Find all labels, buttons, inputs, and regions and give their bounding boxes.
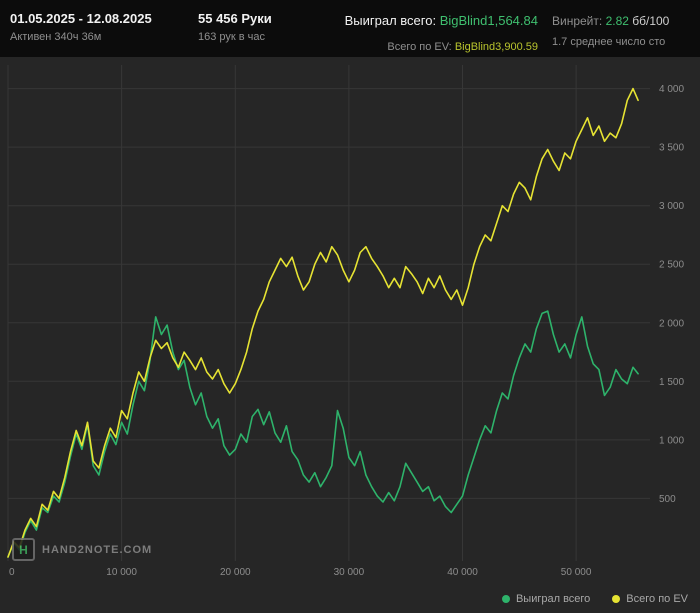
date-range-block: 01.05.2025 - 12.08.2025 Активен 340ч 36м	[10, 9, 198, 46]
svg-text:3 500: 3 500	[659, 143, 684, 154]
hands-block: 55 456 Руки 163 рук в час	[198, 9, 310, 46]
svg-text:1 000: 1 000	[659, 435, 684, 446]
svg-text:4 000: 4 000	[659, 84, 684, 95]
legend-dot-ev	[612, 595, 621, 603]
svg-text:40 000: 40 000	[447, 567, 478, 578]
hand2note-logo-text: HAND2NOTE.COM	[42, 543, 153, 556]
chart-area: 0 10 000 20 000 30 000 40 000 50 000 500 1 000 1…	[0, 57, 700, 613]
won-total-value: BigBlind1,564.84	[439, 13, 538, 28]
stats-header: 01.05.2025 - 12.08.2025 Активен 340ч 36м…	[0, 0, 700, 57]
winnings-line-chart[interactable]: 0 10 000 20 000 30 000 40 000 50 000 500 1 000 1…	[0, 57, 700, 613]
winrate-line: Винрейт: 2.82 бб/100	[552, 9, 690, 34]
winrate-value: 2.82	[605, 14, 629, 28]
svg-text:1 500: 1 500	[659, 377, 684, 388]
winrate-block: Винрейт: 2.82 бб/100 1.7 среднее число с…	[552, 9, 690, 51]
date-range: 01.05.2025 - 12.08.2025	[10, 11, 152, 26]
winnings-block: Выиграл всего: BigBlind1,564.84 Всего по…	[310, 9, 548, 57]
winrate-unit: бб/100	[628, 14, 670, 28]
hands-total: 55 456 Руки	[198, 11, 272, 26]
won-total-line: Выиграл всего: BigBlind1,564.84	[310, 9, 538, 34]
hand2note-logo-icon: H	[12, 538, 35, 561]
svg-text:0: 0	[9, 567, 15, 578]
legend-item-ev[interactable]: Всего по EV	[612, 593, 688, 605]
svg-text:3 000: 3 000	[659, 201, 684, 212]
chart-legend: Выиграл всего Всего по EV	[501, 593, 688, 605]
svg-text:30 000: 30 000	[334, 567, 365, 578]
winrate-label: Винрейт:	[552, 14, 606, 28]
legend-label-ev: Всего по EV	[626, 593, 688, 605]
legend-dot-won	[501, 595, 510, 603]
ev-total-label: Всего по EV:	[387, 40, 455, 53]
svg-text:20 000: 20 000	[220, 567, 251, 578]
hand2note-logo: H HAND2NOTE.COM	[12, 538, 152, 561]
svg-text:10 000: 10 000	[106, 567, 137, 578]
legend-item-won[interactable]: Выиграл всего	[501, 593, 591, 605]
avg-tables: 1.7 среднее число сто	[552, 35, 666, 48]
svg-text:500: 500	[659, 494, 676, 505]
active-time: Активен 340ч 36м	[10, 31, 102, 44]
legend-label-won: Выиграл всего	[515, 593, 591, 605]
ev-total-line: Всего по EV: BigBlind3,900.59	[310, 34, 538, 57]
won-total-label: Выиграл всего:	[344, 13, 440, 28]
hands-per-hour: 163 рук в час	[198, 31, 266, 44]
svg-text:50 000: 50 000	[561, 567, 592, 578]
svg-text:2 000: 2 000	[659, 318, 684, 329]
svg-text:2 500: 2 500	[659, 260, 684, 271]
ev-total-value: BigBlind3,900.59	[454, 40, 538, 53]
